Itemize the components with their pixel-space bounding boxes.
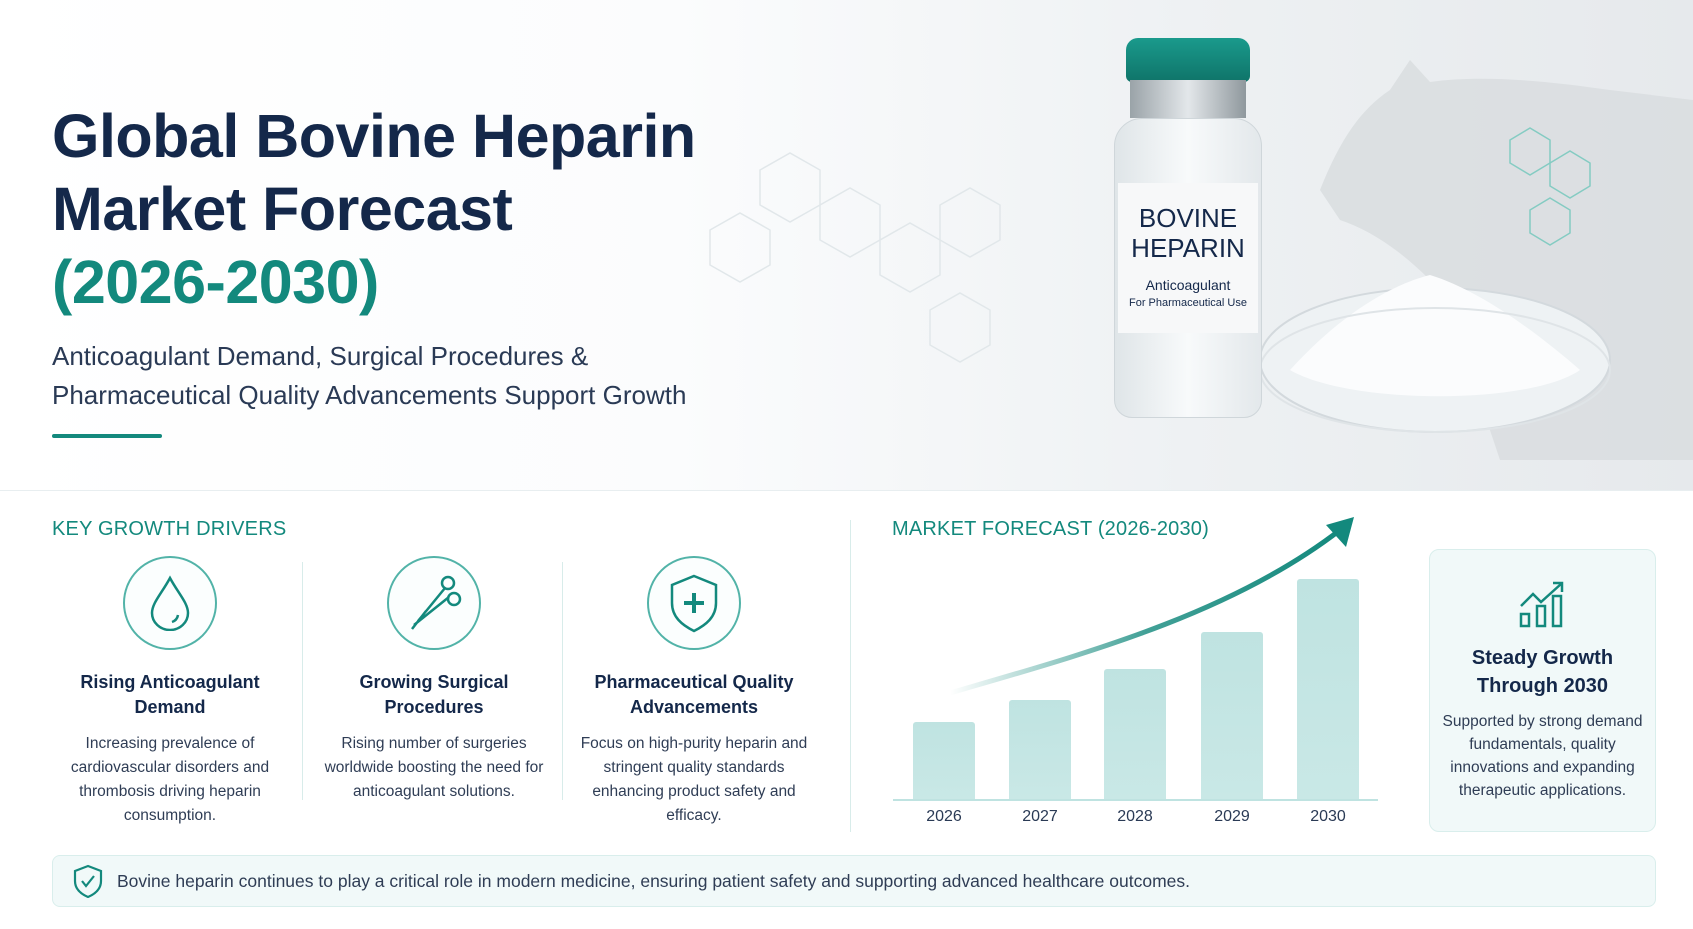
scissors-icon (387, 556, 481, 650)
year-label: 2029 (1214, 808, 1250, 825)
shield-check-icon (73, 864, 103, 898)
vial-label-text: For Pharmaceutical Use (1129, 297, 1247, 309)
year-label: 2027 (1022, 808, 1058, 825)
driver-card: Rising Anticoagulant Demand Increasing p… (50, 556, 290, 828)
section-heading-forecast: MARKET FORECAST (2026-2030) (892, 518, 1209, 540)
hero-banner: Global Bovine Heparin Market Forecast (2… (0, 0, 1693, 491)
chart-baseline (893, 799, 1378, 801)
forecast-bar-2026 (913, 722, 975, 799)
driver-card: Growing Surgical Procedures Rising numbe… (314, 556, 554, 804)
heparin-vial: BOVINE HEPARIN Anticoagulant For Pharmac… (1112, 38, 1264, 418)
forecast-bar-2027 (1009, 700, 1071, 799)
footer-text: Bovine heparin continues to play a criti… (117, 870, 1191, 891)
shield-plus-icon (647, 556, 741, 650)
vial-label-text: Anticoagulant (1145, 277, 1231, 293)
driver-title: Rising Anticoagulant Demand (80, 672, 260, 717)
title-line: Market Forecast (52, 175, 513, 243)
title-line: Global Bovine Heparin (52, 102, 696, 170)
driver-card: Pharmaceutical Quality Advancements Focu… (574, 556, 814, 828)
card-description: Supported by strong demand fundamentals,… (1442, 713, 1643, 799)
vial-label-text: HEPARIN (1131, 233, 1245, 263)
title-years: (2026-2030) (52, 248, 379, 316)
steady-growth-card: Steady Growth Through 2030 Supported by … (1429, 549, 1656, 832)
subtitle-line: Anticoagulant Demand, Surgical Procedure… (52, 341, 589, 371)
year-label: 2028 (1117, 808, 1153, 825)
driver-description: Focus on high-purity heparin and stringe… (580, 735, 808, 824)
forecast-bar-2029 (1201, 631, 1263, 799)
forecast-bar-2028 (1104, 669, 1166, 799)
driver-title: Growing Surgical Procedures (359, 672, 509, 717)
subtitle: Anticoagulant Demand, Surgical Procedure… (52, 337, 686, 415)
page-title: Global Bovine Heparin Market Forecast (2… (52, 100, 696, 319)
vial-cap (1126, 38, 1250, 82)
driver-title: Pharmaceutical Quality Advancements (594, 672, 794, 717)
section-heading-drivers: KEY GROWTH DRIVERS (52, 518, 287, 540)
forecast-bar-2030 (1297, 579, 1359, 799)
vial-label: BOVINE HEPARIN Anticoagulant For Pharmac… (1118, 183, 1258, 333)
title-underline (52, 434, 162, 438)
droplet-icon (123, 556, 217, 650)
vial-label-text: BOVINE (1138, 203, 1238, 233)
section-divider (850, 520, 851, 832)
card-title: Steady Growth Through 2030 (1471, 647, 1614, 697)
subtitle-line: Pharmaceutical Quality Advancements Supp… (52, 380, 687, 410)
year-label: 2030 (1310, 808, 1346, 825)
growth-arrow-icon (949, 517, 1354, 696)
divider (302, 562, 303, 800)
molecule-pattern (709, 152, 1001, 363)
vial-crimp (1130, 80, 1246, 118)
driver-description: Increasing prevalence of cardiovascular … (70, 735, 270, 824)
divider (562, 562, 563, 800)
growth-chart-icon (1519, 581, 1564, 628)
year-label: 2026 (926, 808, 962, 825)
driver-description: Rising number of surgeries worldwide boo… (324, 735, 544, 800)
footer-banner: Bovine heparin continues to play a criti… (52, 855, 1656, 907)
powder-dish (1259, 275, 1611, 433)
